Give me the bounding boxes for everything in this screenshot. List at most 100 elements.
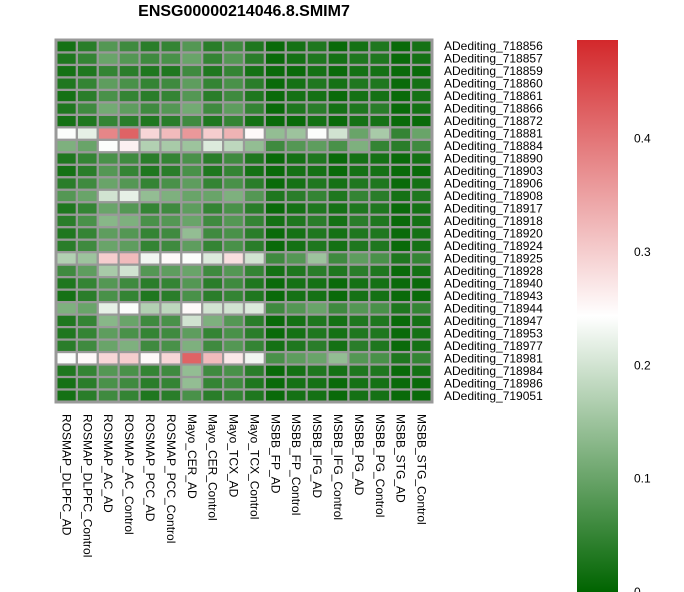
heatmap-cell	[326, 350, 350, 366]
heatmap-cell	[326, 88, 350, 104]
heatmap-cell	[201, 350, 225, 366]
heatmap-cell	[138, 101, 162, 116]
heatmap-cell	[410, 138, 434, 154]
heatmap-cell	[54, 213, 78, 229]
heatmap-cell	[96, 188, 120, 204]
heatmap-cell	[410, 226, 434, 241]
heatmap-cell	[242, 226, 266, 241]
heatmap-cell	[347, 375, 371, 391]
legend-tick-label: 0.3	[634, 245, 651, 259]
heatmap-cell	[138, 163, 162, 179]
column-label: ROSMAP_AC_Control	[122, 414, 136, 535]
heatmap-cell	[54, 251, 78, 266]
heatmap-cell	[138, 276, 162, 291]
heatmap-cell	[96, 213, 120, 229]
heatmap-cell	[305, 151, 329, 166]
heatmap-cell	[117, 176, 141, 191]
heatmap-cell	[263, 163, 287, 179]
heatmap-cell	[284, 101, 308, 116]
heatmap-cell	[305, 238, 329, 254]
heatmap-cell	[180, 176, 204, 191]
heatmap-cell	[326, 263, 350, 279]
row-label: ADediting_718928	[444, 264, 543, 278]
heatmap-cell	[222, 138, 246, 154]
heatmap-cell	[117, 288, 141, 304]
heatmap-cell	[263, 51, 287, 67]
heatmap-cell	[180, 201, 204, 216]
heatmap-cell	[222, 388, 246, 404]
heatmap-cell	[54, 38, 78, 54]
heatmap-cell	[389, 138, 413, 154]
heatmap-cell	[389, 388, 413, 404]
heatmap-cell	[96, 301, 120, 316]
heatmap-cell	[410, 151, 434, 166]
heatmap-cell	[222, 88, 246, 104]
heatmap-cell	[117, 375, 141, 391]
heatmap-cell	[54, 101, 78, 116]
heatmap-cell	[389, 251, 413, 266]
heatmap-cell	[75, 113, 99, 129]
heatmap-cell	[263, 226, 287, 241]
heatmap-cell	[54, 63, 78, 79]
heatmap-cell	[263, 176, 287, 191]
heatmap-cell	[389, 188, 413, 204]
heatmap-cell	[159, 163, 183, 179]
heatmap-cell	[96, 163, 120, 179]
row-label: ADediting_718890	[444, 152, 543, 166]
heatmap-cell	[117, 363, 141, 379]
heatmap-cell	[326, 113, 350, 129]
heatmap-cell	[389, 350, 413, 366]
heatmap-cell	[138, 375, 162, 391]
column-label: ROSMAP_DLPFC_AD	[59, 414, 73, 536]
heatmap-cell	[305, 263, 329, 279]
heatmap-cell	[222, 326, 246, 341]
heatmap-cell	[222, 263, 246, 279]
row-label: ADediting_719051	[444, 389, 543, 403]
heatmap-cell	[54, 326, 78, 341]
heatmap-cell	[263, 326, 287, 341]
heatmap-cell	[75, 38, 99, 54]
heatmap-cell	[138, 363, 162, 379]
heatmap-cell	[75, 76, 99, 92]
row-label: ADediting_718944	[444, 301, 543, 315]
heatmap-cell	[326, 288, 350, 304]
heatmap-cell	[222, 226, 246, 241]
heatmap-cell	[138, 113, 162, 129]
heatmap-cell	[410, 375, 434, 391]
row-label: ADediting_718881	[444, 127, 543, 141]
heatmap-cell	[305, 176, 329, 191]
heatmap-cell	[138, 201, 162, 216]
heatmap-cell	[326, 326, 350, 341]
heatmap-cell	[96, 338, 120, 354]
heatmap-cell	[96, 63, 120, 79]
heatmap-cell	[347, 226, 371, 241]
heatmap-cell	[159, 263, 183, 279]
row-labels: ADediting_718856ADediting_718857ADeditin…	[444, 39, 543, 403]
heatmap-cell	[201, 313, 225, 329]
heatmap-cell	[347, 251, 371, 266]
heatmap-cell	[389, 38, 413, 54]
heatmap-cell	[242, 138, 266, 154]
heatmap-cell	[138, 388, 162, 404]
heatmap-cell	[201, 338, 225, 354]
heatmap-cell	[368, 213, 392, 229]
heatmap-cell	[368, 276, 392, 291]
heatmap-cell	[305, 226, 329, 241]
heatmap-cell	[75, 238, 99, 254]
heatmap-cell	[284, 363, 308, 379]
heatmap-cell	[242, 288, 266, 304]
column-label: Mayo_TCX_Control	[247, 414, 261, 519]
heatmap-cell	[263, 263, 287, 279]
heatmap-cell	[96, 101, 120, 116]
column-labels: ROSMAP_DLPFC_AD ROSMAP_DLPFC_Control ROSMA…	[59, 414, 428, 557]
heatmap-cell	[263, 276, 287, 291]
heatmap-cell	[263, 313, 287, 329]
heatmap-cell	[263, 363, 287, 379]
heatmap-cell	[54, 126, 78, 141]
heatmap-cell	[201, 363, 225, 379]
heatmap-cell	[326, 176, 350, 191]
row-label: ADediting_718924	[444, 239, 543, 253]
heatmap-cell	[368, 251, 392, 266]
heatmap-cell	[75, 201, 99, 216]
heatmap-cell	[242, 151, 266, 166]
